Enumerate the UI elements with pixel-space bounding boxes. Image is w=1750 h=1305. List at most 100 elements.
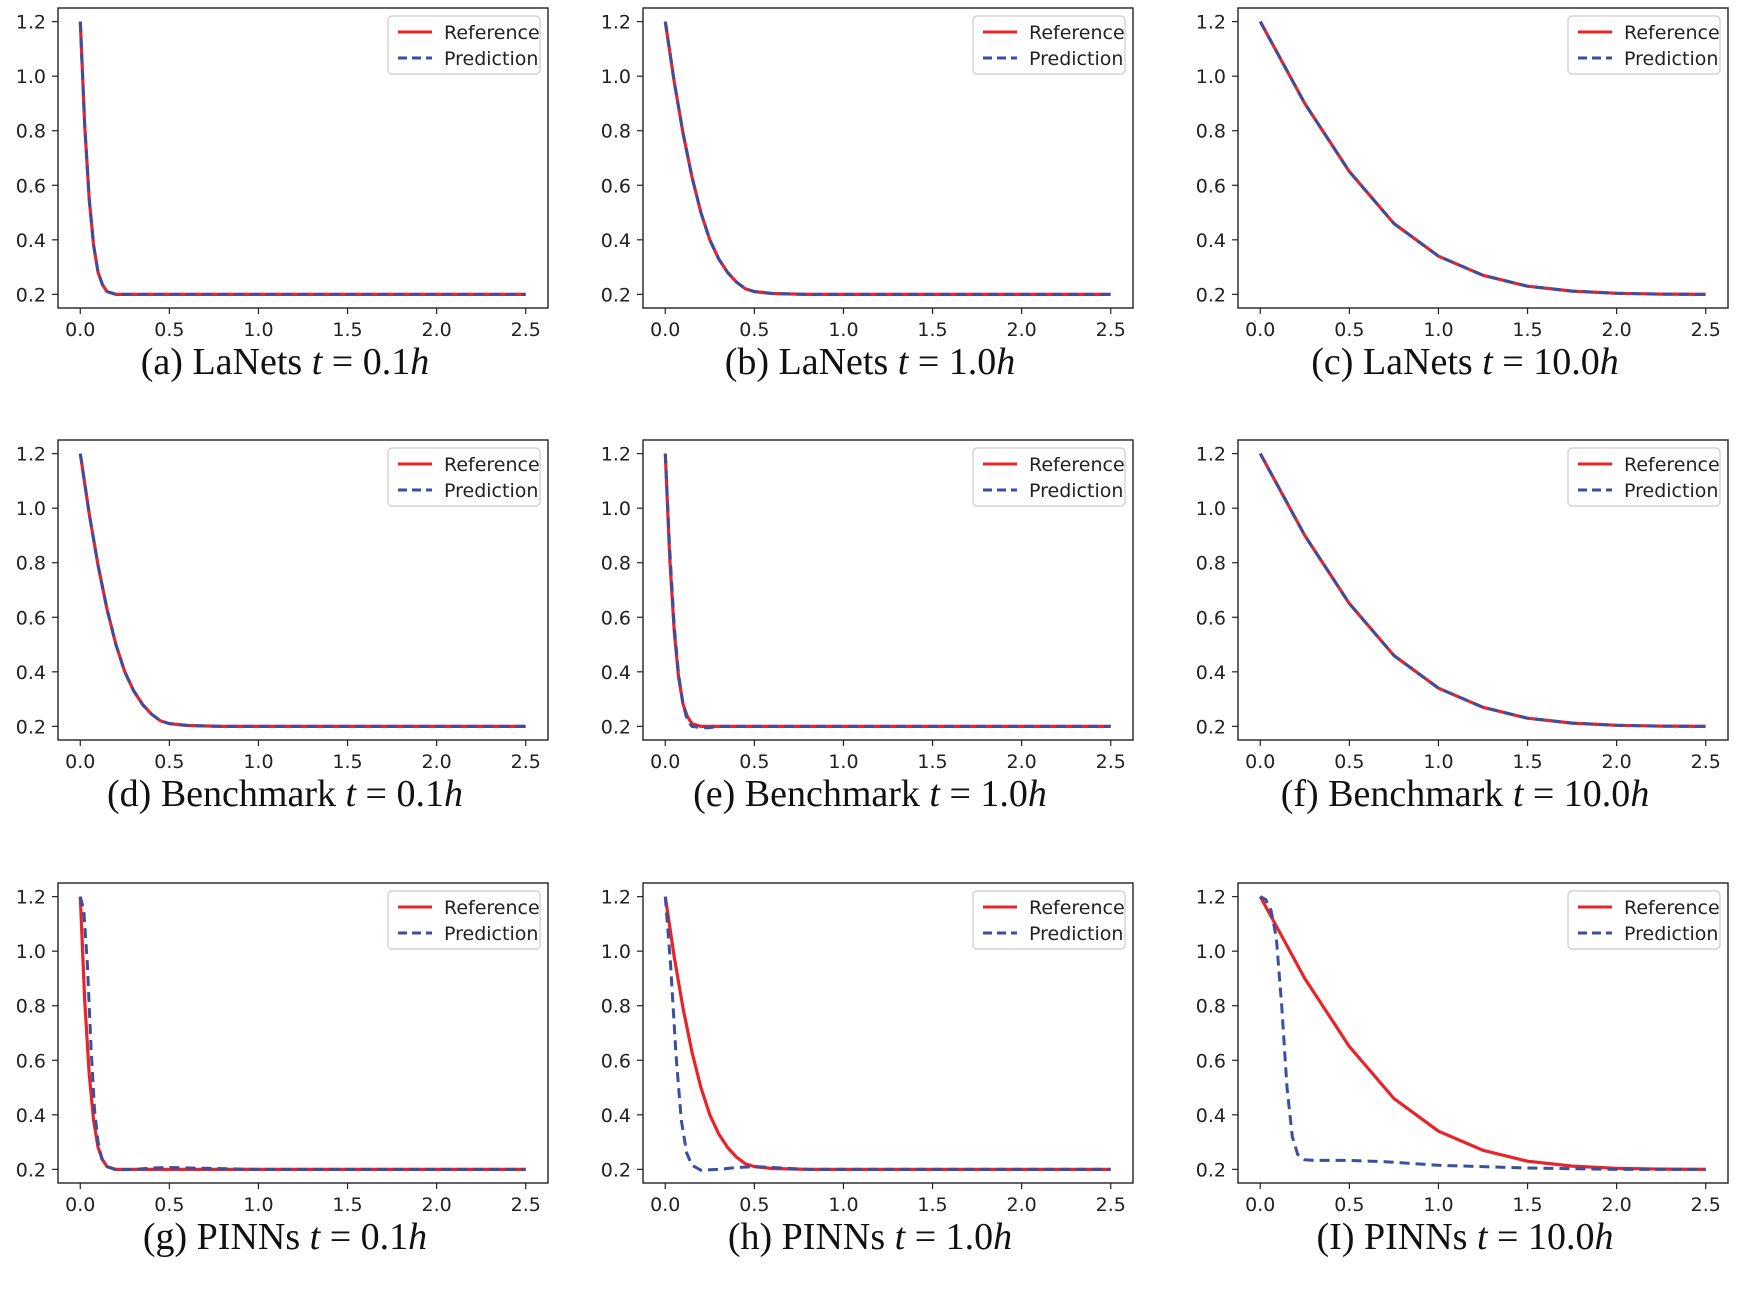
y-tick-label: 0.8 <box>1196 121 1226 143</box>
chart-panel-b: 0.0 0.5 1.0 1.5 2.0 2.5 0.2 0.4 0.6 0.8 1.0 1.2 Refe… <box>585 0 1155 430</box>
x-tick-label: 0.5 <box>1334 751 1364 773</box>
legend: Reference Prediction <box>972 890 1126 950</box>
series-line-prediction <box>663 21 1111 296</box>
x-tick-label: 2.0 <box>1602 1194 1632 1216</box>
x-tick-label: 2.0 <box>1602 751 1632 773</box>
legend-label: Prediction <box>444 48 538 70</box>
plot-frame <box>1237 439 1729 741</box>
y-tick-label: 0.2 <box>1196 716 1226 738</box>
plot-frame <box>57 7 549 309</box>
x-tick-label: 0.5 <box>1334 319 1364 341</box>
y-tick-label: 0.8 <box>1196 996 1226 1018</box>
y-tick-label: 1.0 <box>1196 66 1226 88</box>
x-tick-label: 1.0 <box>243 319 273 341</box>
x-tick-label: 2.0 <box>1007 319 1037 341</box>
y-tick-label: 0.6 <box>1196 175 1226 197</box>
y-tick-label: 0.4 <box>1196 230 1226 252</box>
x-tick-label: 2.5 <box>511 319 541 341</box>
legend-label: Reference <box>1624 454 1720 476</box>
x-tick-label: 2.5 <box>1691 751 1721 773</box>
y-tick-label: 0.2 <box>16 284 46 306</box>
chart-i: 0.0 0.5 1.0 1.5 2.0 2.5 0.2 0.4 0.6 0.8 1.0 1.2 Refe… <box>1196 882 1729 1216</box>
y-tick-label: 1.0 <box>601 498 631 520</box>
y-tick-label: 0.6 <box>16 607 46 629</box>
series-line-prediction <box>78 453 526 728</box>
x-tick-label: 0.0 <box>650 751 680 773</box>
y-tick-label: 1.0 <box>601 66 631 88</box>
legend-label: Prediction <box>444 480 538 502</box>
y-tick-label: 1.2 <box>601 12 631 34</box>
x-tick-label: 2.5 <box>511 1194 541 1216</box>
x-tick-label: 0.0 <box>1245 319 1275 341</box>
x-tick-label: 2.5 <box>1691 1194 1721 1216</box>
y-tick-label: 1.0 <box>601 941 631 963</box>
panel-caption: (c) LaNets t = 10.0h <box>1311 341 1619 383</box>
chart-panel-h: 0.0 0.5 1.0 1.5 2.0 2.5 0.2 0.4 0.6 0.8 1.0 1.2 Refe… <box>585 875 1155 1305</box>
chart-panel-e: 0.0 0.5 1.0 1.5 2.0 2.5 0.2 0.4 0.6 0.8 1.0 1.2 Refe… <box>585 432 1155 862</box>
y-tick-label: 1.0 <box>1196 498 1226 520</box>
legend-label: Prediction <box>1624 48 1718 70</box>
y-tick-label: 0.8 <box>16 996 46 1018</box>
y-tick-label: 0.4 <box>601 662 631 684</box>
y-tick-label: 0.2 <box>601 1159 631 1181</box>
x-tick-label: 2.5 <box>1691 319 1721 341</box>
x-tick-label: 1.5 <box>1512 1194 1542 1216</box>
x-tick-label: 1.5 <box>332 319 362 341</box>
x-tick-label: 0.0 <box>65 319 95 341</box>
x-tick-label: 0.5 <box>739 751 769 773</box>
x-tick-label: 1.5 <box>332 751 362 773</box>
y-tick-label: 1.2 <box>601 887 631 909</box>
legend-label: Prediction <box>1029 480 1123 502</box>
series-line-prediction <box>78 21 526 296</box>
y-tick-label: 1.2 <box>1196 12 1226 34</box>
legend-label: Reference <box>1029 897 1125 919</box>
panel-caption: (e) Benchmark t = 1.0h <box>693 773 1047 815</box>
y-tick-label: 0.6 <box>16 175 46 197</box>
y-tick-label: 0.4 <box>1196 1105 1226 1127</box>
chart-panel-i: 0.0 0.5 1.0 1.5 2.0 2.5 0.2 0.4 0.6 0.8 1.0 1.2 Refe… <box>1180 875 1750 1305</box>
x-tick-label: 0.5 <box>739 1194 769 1216</box>
y-tick-label: 1.0 <box>16 66 46 88</box>
x-tick-label: 0.0 <box>65 751 95 773</box>
x-tick-label: 1.5 <box>917 751 947 773</box>
plot-frame <box>1237 7 1729 309</box>
chart-f: 0.0 0.5 1.0 1.5 2.0 2.5 0.2 0.4 0.6 0.8 1.0 1.2 Refe… <box>1196 439 1729 773</box>
x-tick-label: 0.5 <box>154 319 184 341</box>
chart-panel-f: 0.0 0.5 1.0 1.5 2.0 2.5 0.2 0.4 0.6 0.8 1.0 1.2 Refe… <box>1180 432 1750 862</box>
x-tick-label: 2.0 <box>1007 751 1037 773</box>
y-tick-label: 0.6 <box>1196 1050 1226 1072</box>
y-tick-label: 0.6 <box>16 1050 46 1072</box>
chart-h: 0.0 0.5 1.0 1.5 2.0 2.5 0.2 0.4 0.6 0.8 1.0 1.2 Refe… <box>601 882 1134 1216</box>
chart-panel-d: 0.0 0.5 1.0 1.5 2.0 2.5 0.2 0.4 0.6 0.8 1.0 1.2 Refe… <box>0 432 570 862</box>
x-tick-label: 1.0 <box>828 751 858 773</box>
y-tick-label: 0.4 <box>601 230 631 252</box>
y-tick-label: 1.2 <box>16 444 46 466</box>
chart-a: 0.0 0.5 1.0 1.5 2.0 2.5 0.2 0.4 0.6 0.8 1.0 1.2 Refe… <box>16 7 549 341</box>
x-tick-label: 2.0 <box>422 751 452 773</box>
x-tick-label: 2.0 <box>422 1194 452 1216</box>
y-tick-label: 1.2 <box>16 887 46 909</box>
y-tick-label: 1.0 <box>16 498 46 520</box>
plot-frame <box>1237 882 1729 1184</box>
chart-g: 0.0 0.5 1.0 1.5 2.0 2.5 0.2 0.4 0.6 0.8 1.0 1.2 Refe… <box>16 882 549 1216</box>
x-tick-label: 2.5 <box>1096 319 1126 341</box>
x-tick-label: 2.5 <box>1096 751 1126 773</box>
chart-e: 0.0 0.5 1.0 1.5 2.0 2.5 0.2 0.4 0.6 0.8 1.0 1.2 Refe… <box>601 439 1134 773</box>
x-tick-label: 0.5 <box>1334 1194 1364 1216</box>
legend: Reference Prediction <box>387 15 541 75</box>
y-tick-label: 0.6 <box>1196 607 1226 629</box>
legend-label: Reference <box>444 454 540 476</box>
y-tick-label: 0.8 <box>601 553 631 575</box>
x-tick-label: 1.5 <box>332 1194 362 1216</box>
x-tick-label: 1.5 <box>917 1194 947 1216</box>
plot-frame <box>642 882 1134 1184</box>
plot-frame <box>57 439 549 741</box>
y-tick-label: 0.6 <box>601 175 631 197</box>
legend: Reference Prediction <box>1567 447 1721 507</box>
series-line-prediction <box>1259 895 1706 1171</box>
y-tick-label: 0.2 <box>16 716 46 738</box>
series-line-prediction <box>1258 20 1706 296</box>
legend: Reference Prediction <box>972 447 1126 507</box>
x-tick-label: 0.0 <box>1245 751 1275 773</box>
x-tick-label: 1.5 <box>917 319 947 341</box>
